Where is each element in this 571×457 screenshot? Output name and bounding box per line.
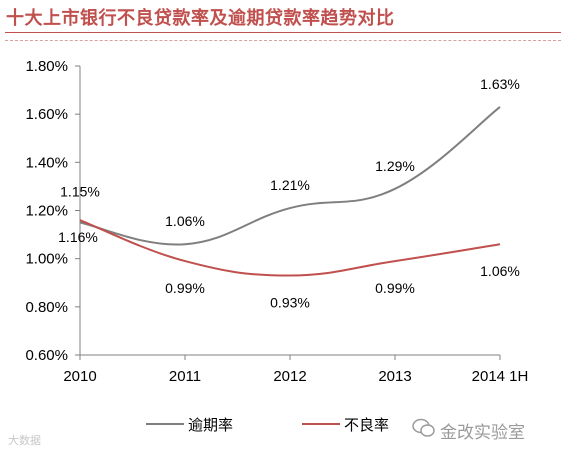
x-tick-label: 2011: [169, 368, 201, 385]
x-tick-label: 2010: [63, 368, 96, 385]
title-underline: [5, 32, 561, 33]
data-label: 0.99%: [165, 280, 205, 296]
data-label: 0.99%: [375, 280, 415, 296]
series-lines: [79, 106, 501, 277]
watermark-left: 大数据: [8, 434, 41, 447]
title-dashed-rule: [5, 40, 561, 41]
chart-legend: 逾期率 不良率: [146, 416, 389, 434]
data-label: 1.29%: [375, 158, 415, 174]
y-tick-label: 1.20%: [25, 203, 68, 220]
data-label: 1.06%: [480, 263, 520, 279]
x-tick-label: 2012: [273, 368, 306, 385]
y-tick-label: 1.60%: [25, 106, 68, 123]
series-line-overdue: [79, 106, 501, 246]
data-label: 1.21%: [270, 177, 310, 193]
x-tick-label: 2013: [378, 368, 411, 385]
chart-title: 十大上市银行不良贷款率及逾期贷款率趋势对比: [6, 8, 395, 29]
y-tick-label: 1.80%: [25, 58, 68, 75]
data-label: 1.16%: [58, 229, 98, 245]
legend-label: 逾期率: [188, 416, 233, 434]
legend-label: 不良率: [344, 416, 389, 434]
watermark-right: 金改实验室: [440, 423, 525, 443]
series-line-npl: [79, 219, 501, 277]
data-label: 0.93%: [270, 295, 310, 311]
data-labels: 1.15% 1.06% 1.21% 1.29% 1.63% 1.16% 0.99% 0.93%…: [58, 76, 520, 311]
y-tick-label: 1.00%: [25, 251, 68, 268]
wechat-icon: [412, 418, 435, 437]
data-label: 1.15%: [60, 184, 100, 200]
y-tick-label: 1.40%: [25, 154, 68, 171]
data-label: 1.63%: [480, 76, 520, 92]
y-tick-label: 0.60%: [25, 347, 68, 364]
x-tick-label: 2014 1H: [472, 368, 529, 385]
data-label: 1.06%: [165, 213, 205, 229]
y-tick-label: 0.80%: [25, 299, 68, 316]
chart-axes: 0.60% 0.80% 1.00% 1.20% 1.40% 1.60% 1.80% 2010 2…: [25, 58, 528, 385]
